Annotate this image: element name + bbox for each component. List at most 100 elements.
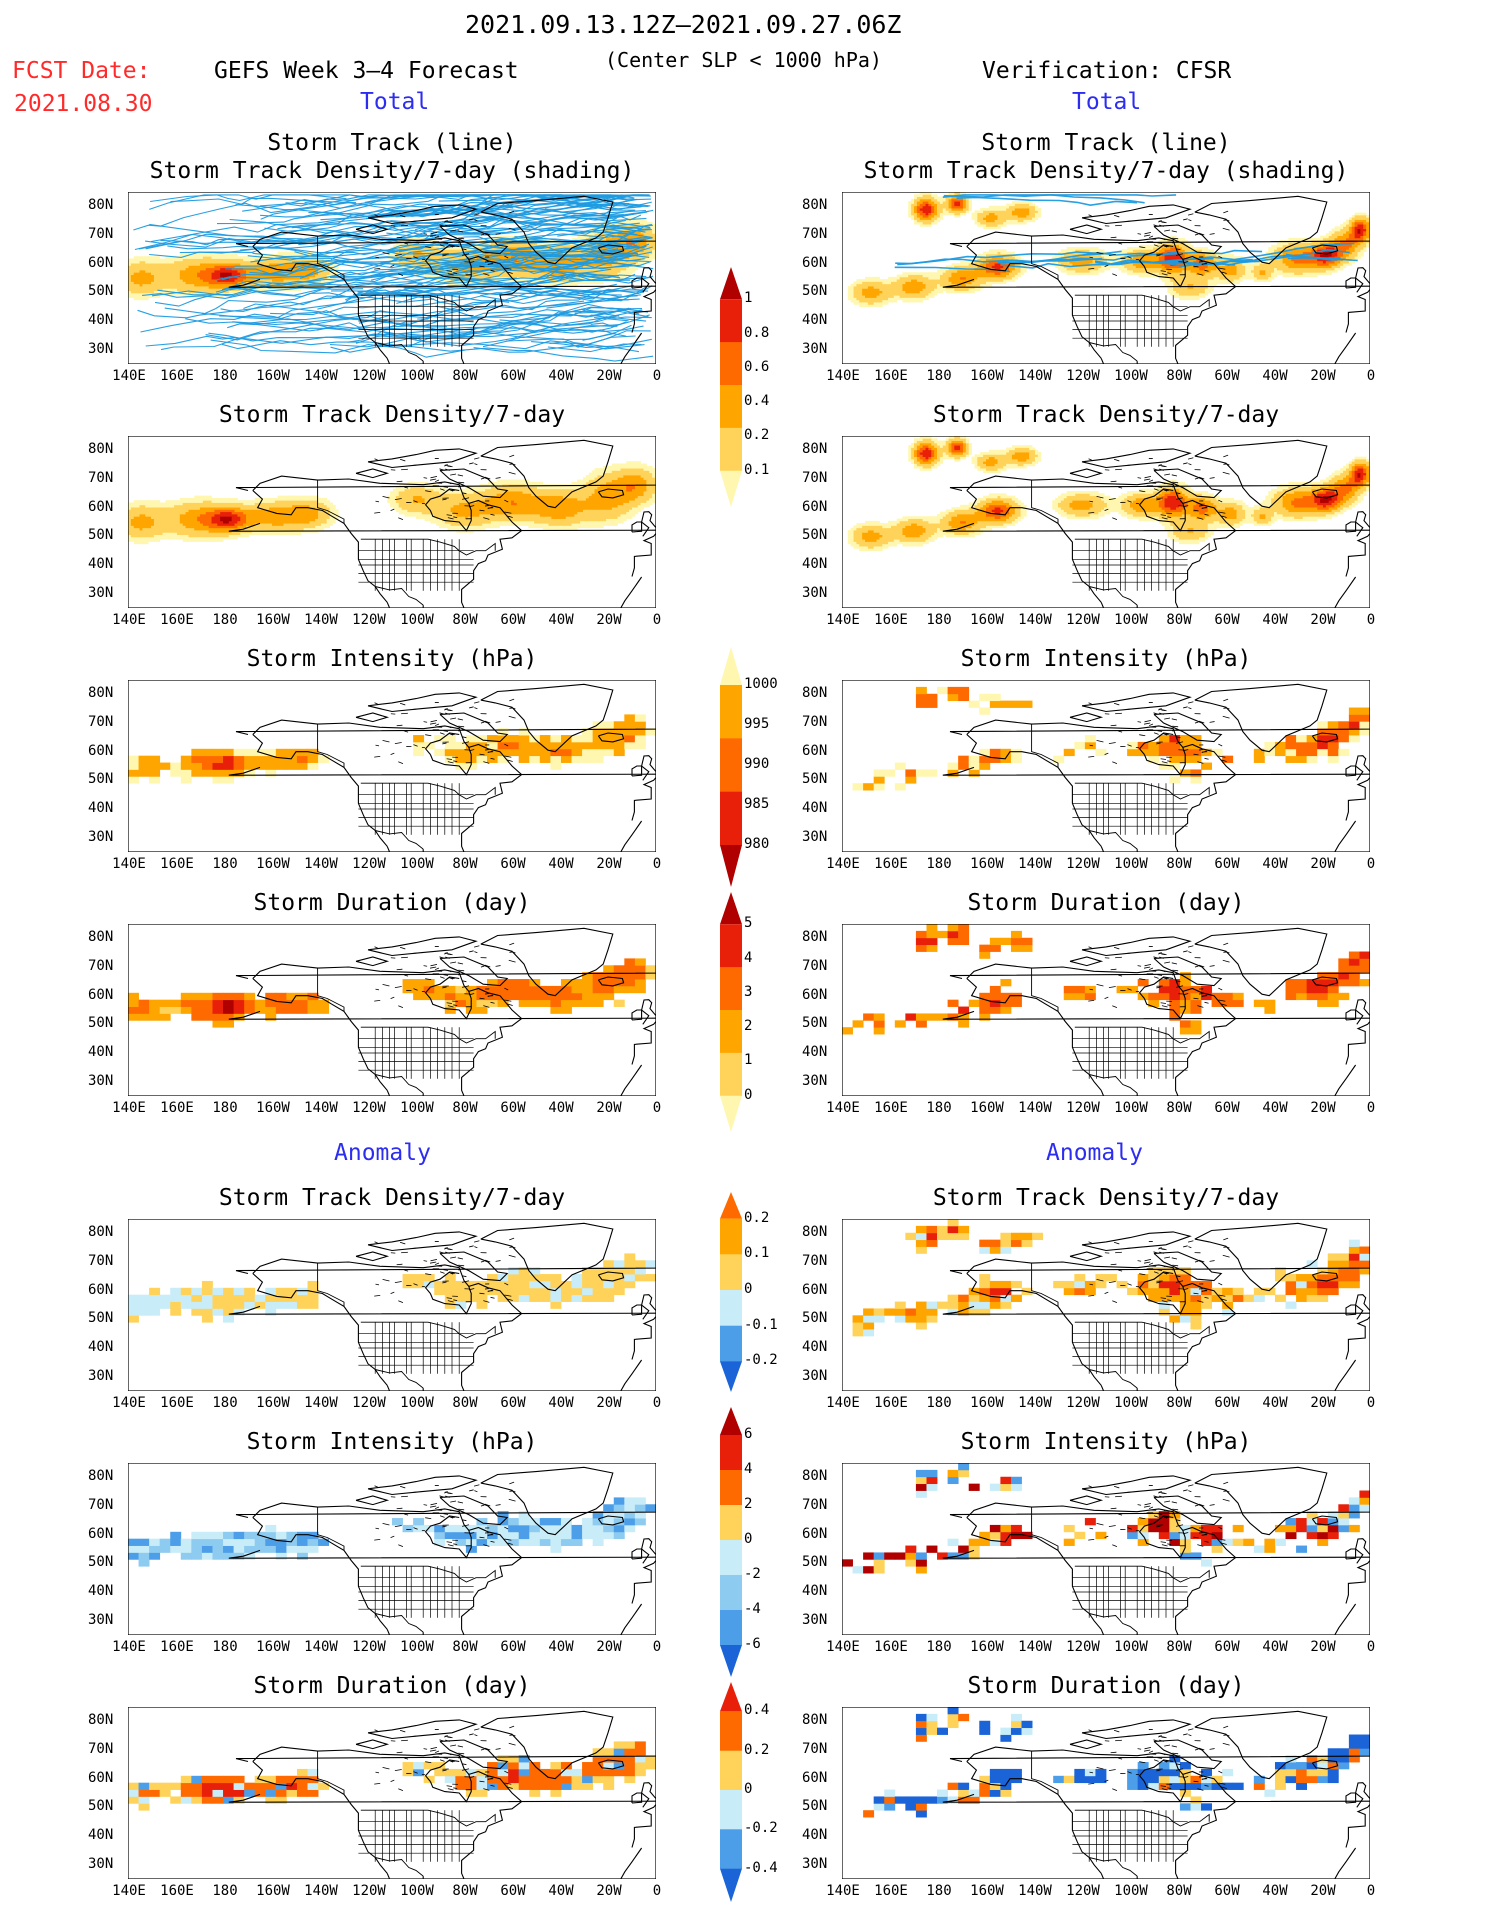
colorbar-arrow-bottom (720, 1095, 742, 1132)
lon-tick-label: 40W (1262, 1395, 1288, 1411)
lat-tick-label: 70N (802, 226, 828, 242)
lon-tick-label: 40W (548, 1639, 574, 1655)
colorbar-label: 3 (744, 983, 753, 1000)
lon-tick-label: 160E (874, 1883, 908, 1899)
lon-tick-label: 180 (926, 1639, 952, 1655)
lat-tick-label: 60N (802, 254, 828, 271)
lon-tick-label: 80W (1166, 368, 1192, 384)
lat-tick-label: 30N (802, 1367, 828, 1384)
colorbar-swatch (720, 1052, 742, 1097)
lon-tick-label: 20W (596, 368, 622, 384)
criterion-subtitle: (Center SLP < 1000 hPa) (605, 48, 882, 72)
lat-tick-label: 70N (88, 1253, 114, 1269)
map-fc-aint (128, 1463, 656, 1635)
panel-title: Storm Duration (day) (253, 1673, 531, 1699)
lon-tick-label: 140W (304, 1100, 338, 1116)
fcst-label: FCST Date: (12, 58, 151, 84)
lon-tick-label: 120W (352, 1395, 386, 1411)
lon-tick-label: 140E (826, 1100, 860, 1116)
lon-tick-label: 180 (212, 612, 238, 628)
colorbar-swatch (720, 685, 742, 739)
lon-tick-label: 60W (500, 368, 526, 384)
map-panel-ob-int (842, 680, 1370, 852)
colorbar-swatch (720, 299, 742, 343)
lat-tick-label: 80N (802, 197, 828, 214)
lat-tick-label: 70N (88, 1741, 114, 1757)
lon-tick-label: 140W (304, 1639, 338, 1655)
lat-tick-label: 40N (88, 1044, 114, 1060)
lon-tick-label: 140E (112, 1883, 146, 1899)
lon-tick-label: 160E (874, 1639, 908, 1655)
colorbar-swatch (720, 1435, 742, 1471)
lon-tick-label: 160E (874, 1100, 908, 1116)
lon-tick-label: 20W (596, 1395, 622, 1411)
lon-tick-label: 40W (548, 856, 574, 872)
lon-tick-label: 120W (1066, 1100, 1100, 1116)
colorbar-swatch (720, 427, 742, 472)
map-fc-int (128, 680, 656, 852)
lat-tick-label: 70N (802, 470, 828, 486)
lat-tick-label: 70N (88, 958, 114, 974)
lon-tick-label: 120W (352, 1100, 386, 1116)
lon-tick-label: 40W (548, 1395, 574, 1411)
lat-tick-label: 60N (88, 254, 114, 271)
lat-tick-label: 60N (802, 1769, 828, 1786)
colorbar-swatch (720, 1325, 742, 1362)
lon-tick-label: 100W (1114, 368, 1148, 384)
total-label-right: Total (1072, 89, 1142, 115)
lon-tick-label: 40W (548, 612, 574, 628)
lat-tick-label: 40N (802, 1583, 828, 1599)
lon-tick-label: 160E (160, 1395, 194, 1411)
colorbar-arrow-top (720, 892, 742, 925)
lat-tick-label: 80N (88, 685, 114, 702)
colorbar-arrow-top (720, 267, 742, 300)
map-outline (228, 1222, 656, 1391)
lat-tick-label: 40N (88, 1339, 114, 1355)
lat-tick-label: 70N (88, 470, 114, 486)
lon-tick-label: 120W (352, 368, 386, 384)
lon-tick-label: 40W (548, 1883, 574, 1899)
lon-tick-label: 80W (1166, 1395, 1192, 1411)
colorbar-arrow-top (720, 1407, 742, 1435)
colorbar-label: 0 (744, 1086, 753, 1103)
lon-tick-label: 0 (652, 368, 662, 384)
lon-tick-label: 100W (1114, 612, 1148, 628)
lon-tick-label: 120W (1066, 368, 1100, 384)
lat-tick-label: 40N (88, 1583, 114, 1599)
colorbar-label: 0 (744, 1781, 753, 1797)
colorbar-label: 1 (744, 1052, 753, 1069)
density-shading (847, 436, 1370, 552)
map-outline (942, 195, 1370, 364)
lat-tick-label: 30N (88, 828, 114, 845)
lat-tick-label: 60N (802, 1525, 828, 1542)
lat-tick-label: 30N (88, 1611, 114, 1628)
lon-tick-label: 180 (926, 368, 952, 384)
map-outline (942, 1466, 1370, 1635)
colorbar-swatch (720, 1254, 742, 1291)
colorbar-label: 4 (744, 1461, 753, 1477)
lon-tick-label: 140W (304, 1395, 338, 1411)
lat-tick-label: 30N (802, 1611, 828, 1628)
lon-tick-label: 140E (826, 368, 860, 384)
colorbar-label: 0.4 (744, 393, 770, 410)
lon-tick-label: 120W (352, 612, 386, 628)
lon-tick-label: 140E (112, 1395, 146, 1411)
lon-tick-label: 140W (1018, 856, 1052, 872)
lon-tick-label: 100W (400, 856, 434, 872)
lon-tick-label: 160E (874, 856, 908, 872)
map-ob-adur (842, 1707, 1370, 1879)
colorbar-swatch (720, 385, 742, 429)
lon-tick-label: 180 (926, 1395, 952, 1411)
lon-tick-label: 140W (1018, 1100, 1052, 1116)
lon-tick-label: 180 (212, 368, 238, 384)
lat-tick-label: 80N (802, 1712, 828, 1729)
lon-tick-label: 80W (1166, 856, 1192, 872)
map-panel-ob-track (842, 192, 1370, 364)
lon-tick-label: 20W (596, 1639, 622, 1655)
lon-tick-label: 140W (1018, 612, 1052, 628)
lon-tick-label: 60W (500, 1883, 526, 1899)
lat-tick-label: 70N (802, 1741, 828, 1757)
lon-tick-label: 0 (1366, 1883, 1376, 1899)
colorbar-swatch (720, 1470, 742, 1506)
lat-tick-label: 50N (802, 283, 828, 300)
